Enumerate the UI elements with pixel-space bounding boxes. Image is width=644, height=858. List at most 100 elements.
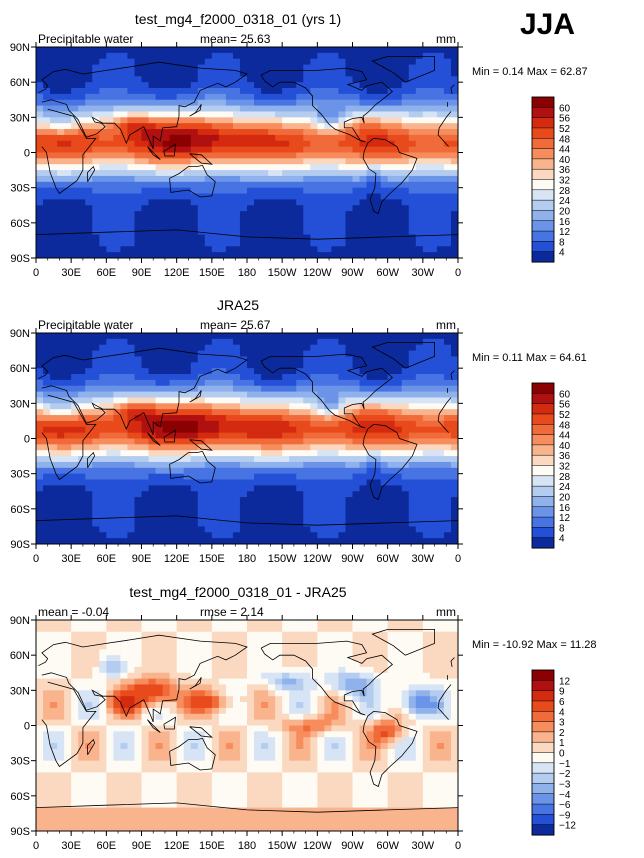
map-cell [211,76,220,83]
map-cell [275,246,283,253]
map-cell [43,467,51,475]
map-cell [78,538,86,544]
map-cell [247,403,255,410]
map-cell [436,643,445,650]
map-cell [211,58,220,66]
x-tick-label: 120E [164,267,190,279]
map-cell [218,47,227,54]
map-cell [450,374,458,381]
map-cell [162,461,171,469]
map-cell [120,205,129,212]
map-cell [408,234,417,242]
map-cell [380,199,389,206]
map-cell [387,403,396,410]
map-cell [247,456,255,463]
map-cell [120,649,129,656]
map-cell [106,146,114,154]
x-tick-label: 60W [376,267,399,279]
map-cell [380,123,389,130]
map-cell [310,497,318,504]
map-cell [331,146,340,154]
map-cell [366,146,375,154]
map-cell [155,170,164,177]
map-cell [338,117,347,124]
map-cell [443,649,452,656]
map-cell [429,344,438,352]
map-cell [352,409,361,416]
map-cell [155,193,164,200]
map-cell [380,444,389,451]
map-cell [296,397,304,404]
map-cell [443,415,452,422]
map-cell [64,368,72,375]
map-cell [366,538,375,544]
map-cell [169,391,178,399]
map-cell [408,485,417,492]
map-cell [176,637,185,645]
map-cell [352,438,361,445]
map-cell [415,64,424,72]
map-cell [169,620,178,627]
map-cell [64,211,72,218]
map-cell [127,356,136,363]
map-cell [134,415,143,422]
map-cell [422,485,431,492]
map-cell [338,379,347,387]
map-cell [359,625,368,633]
map-cell [64,338,72,346]
map-cell [190,70,199,77]
map-cell [134,228,143,236]
map-cell [387,409,396,416]
map-cell [232,456,241,463]
map-cell [141,403,150,410]
map-cell [275,205,283,212]
map-cell [268,193,276,200]
map-cell [113,450,121,457]
map-cell [50,181,58,189]
map-cell [218,479,227,486]
map-cell [57,473,65,481]
map-cell [169,199,178,206]
map-cell [176,491,185,498]
map-cell [394,76,403,83]
map-cell [450,385,458,393]
map-cell [317,99,325,107]
colorbar-swatch [531,220,555,232]
map-cell [422,420,431,428]
map-cell [239,99,248,107]
map-cell [162,252,171,258]
map-cell [232,88,241,95]
map-cell [408,456,417,463]
map-cell [50,52,58,60]
map-cell [71,158,79,165]
map-cell [450,70,458,77]
map-cell [176,625,185,633]
map-cell [225,187,234,195]
map-cell [64,99,72,107]
map-cell [317,252,325,258]
y-tick-label: 30S [10,183,30,195]
coastline [38,347,248,436]
map-cell [85,164,93,171]
map-cell [183,415,192,422]
map-cell [303,432,311,440]
map-cell [190,240,199,247]
map-cell [225,58,234,66]
map-cell [359,532,368,539]
map-cell [183,82,192,89]
map-cell [254,473,262,481]
map-cell [113,649,121,656]
map-cell [36,379,44,387]
map-cell [176,479,185,486]
map-cell [162,88,171,95]
map-cell [352,403,361,410]
map-cell [176,444,185,451]
map-cell [324,70,332,77]
map-cell [373,432,382,440]
map-cell [366,140,375,148]
map-cell [43,514,51,522]
map-cell [254,99,262,107]
map-cell [275,397,283,404]
map-cell [211,175,220,183]
map-cell [450,649,458,656]
